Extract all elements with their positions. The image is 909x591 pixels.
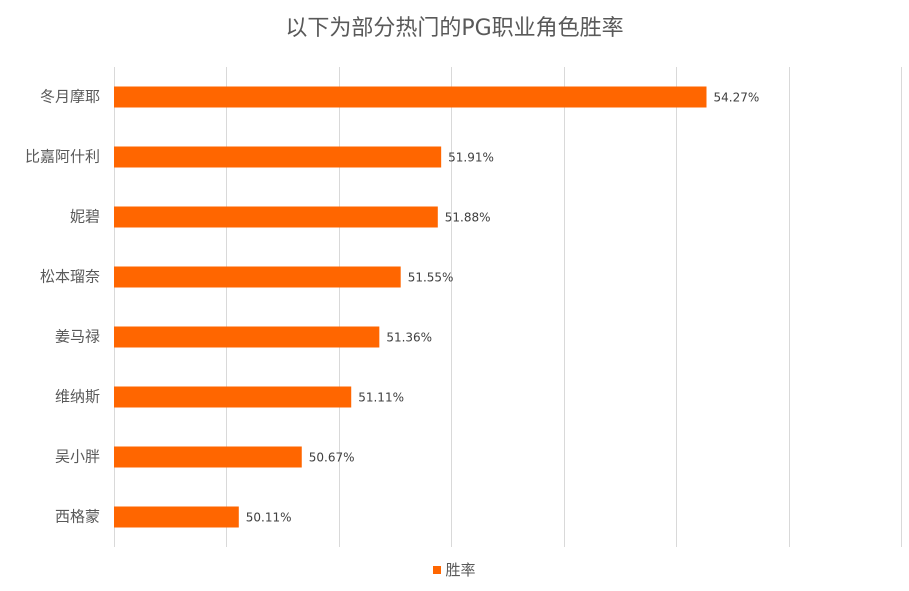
chart-legend: 胜率 xyxy=(0,559,909,580)
bar xyxy=(114,266,401,288)
bar xyxy=(114,446,302,468)
category-label: 西格蒙 xyxy=(55,508,100,526)
bar xyxy=(114,86,707,108)
chart-title: 以下为部分热门的PG职业角色胜率 xyxy=(285,16,624,41)
category-label: 吴小胖 xyxy=(55,448,100,466)
legend-swatch xyxy=(433,565,442,574)
bar xyxy=(114,206,438,228)
data-label: 50.67% xyxy=(309,451,355,465)
category-label: 维纳斯 xyxy=(55,388,100,406)
data-label: 51.55% xyxy=(408,271,454,285)
legend-label: 胜率 xyxy=(445,561,476,579)
data-label: 51.11% xyxy=(358,391,404,405)
bar xyxy=(114,326,380,348)
category-label: 妮碧 xyxy=(70,208,100,226)
category-label: 冬月摩耶 xyxy=(40,88,100,106)
category-label: 比嘉阿什利 xyxy=(25,148,100,166)
data-label: 51.91% xyxy=(448,151,494,165)
data-label: 50.11% xyxy=(246,511,292,525)
data-label: 51.36% xyxy=(386,331,432,345)
category-label: 松本瑠奈 xyxy=(40,268,100,286)
category-label: 姜马禄 xyxy=(55,328,100,346)
data-label: 51.88% xyxy=(445,211,491,225)
bar xyxy=(114,386,352,408)
data-label: 54.27% xyxy=(713,91,759,105)
bar xyxy=(114,146,442,168)
bar xyxy=(114,506,239,528)
